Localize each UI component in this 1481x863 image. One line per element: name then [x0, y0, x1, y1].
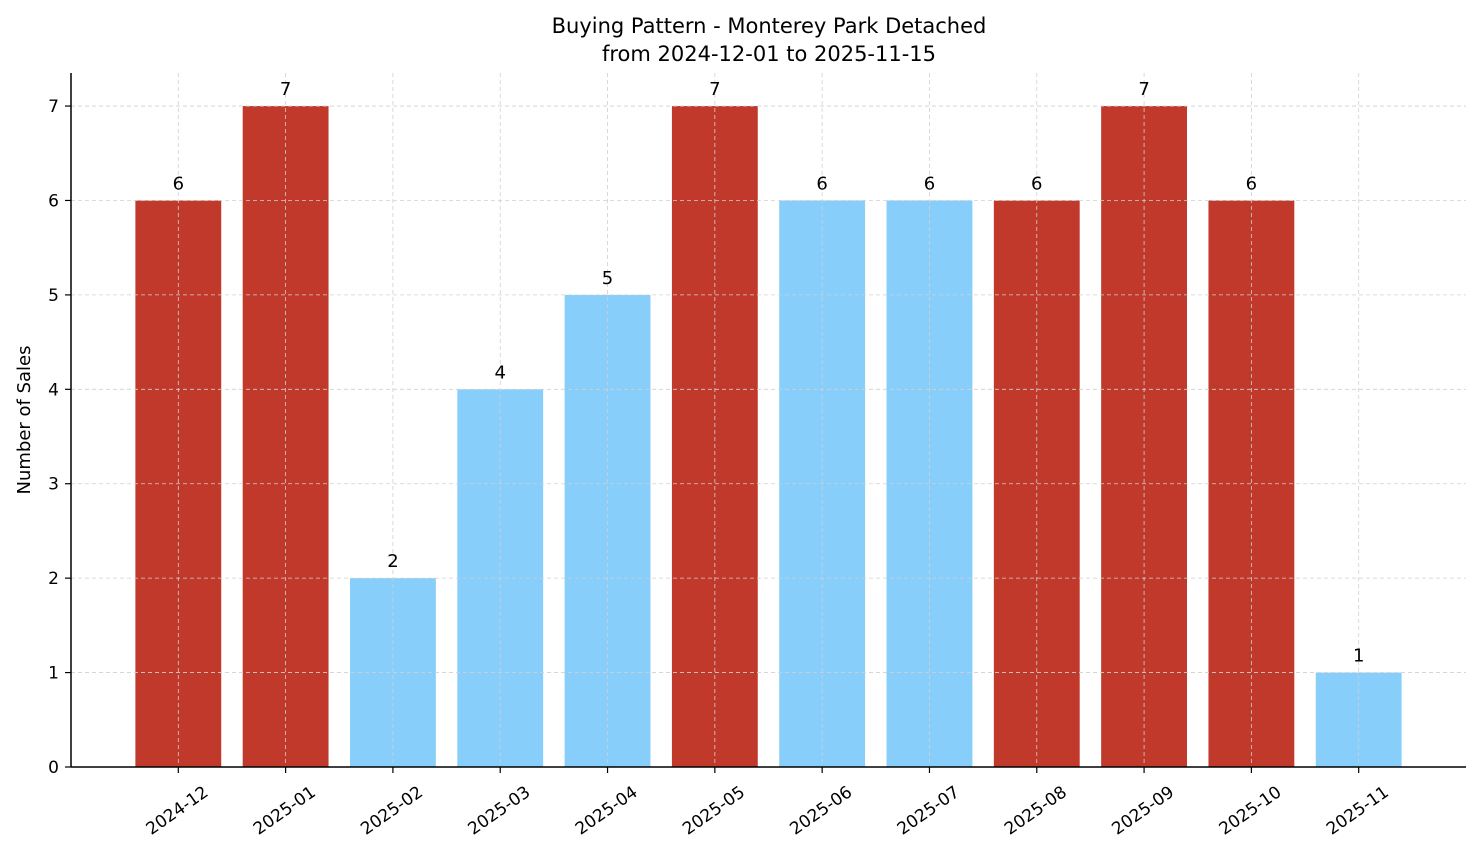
y-tick-label: 7: [48, 97, 59, 117]
chart-subtitle: from 2024-12-01 to 2025-11-15: [602, 42, 936, 66]
x-tick-label: 2025-05: [679, 782, 749, 839]
y-tick-label: 6: [48, 191, 59, 211]
data-label-2025-06: 6: [816, 173, 827, 194]
x-tick-label: 2024-12: [143, 782, 213, 839]
data-label-2025-05: 7: [709, 79, 720, 100]
data-label-2024-12: 6: [173, 173, 184, 194]
data-label-2025-10: 6: [1246, 173, 1257, 194]
y-tick-label: 0: [48, 758, 59, 778]
data-label-2025-04: 5: [602, 268, 613, 289]
x-tick-label: 2025-10: [1216, 782, 1286, 839]
data-label-2025-07: 6: [924, 173, 935, 194]
x-tick-label: 2025-02: [357, 782, 427, 839]
data-label-2025-03: 4: [495, 362, 506, 383]
bar-2025-09: [1101, 106, 1187, 768]
x-tick-label: 2025-11: [1323, 782, 1393, 839]
x-tick-label: 2025-03: [465, 782, 535, 839]
data-label-2025-11: 1: [1353, 646, 1364, 667]
x-tick-label: 2025-09: [1108, 782, 1178, 839]
data-label-2025-02: 2: [387, 551, 398, 572]
data-label-2025-01: 7: [280, 79, 291, 100]
chart-title: Buying Pattern - Monterey Park Detached: [552, 14, 987, 38]
x-tick-label: 2025-04: [572, 782, 642, 839]
x-tick-label: 2025-07: [894, 782, 964, 839]
y-tick-label: 4: [48, 380, 59, 400]
x-tick-label: 2025-01: [250, 782, 320, 839]
data-label-2025-09: 7: [1138, 79, 1149, 100]
y-tick-label: 3: [48, 475, 59, 495]
y-tick-label: 5: [48, 286, 59, 306]
bar-2025-05: [671, 106, 758, 768]
y-tick-label: 1: [48, 664, 59, 684]
x-tick-label: 2025-06: [786, 782, 856, 839]
x-tick-label: 2025-08: [1001, 782, 1071, 839]
y-tick-label: 2: [48, 569, 59, 589]
y-axis-label: Number of Sales: [14, 345, 35, 494]
data-label-2025-08: 6: [1031, 173, 1042, 194]
bar-2025-01: [242, 106, 329, 768]
